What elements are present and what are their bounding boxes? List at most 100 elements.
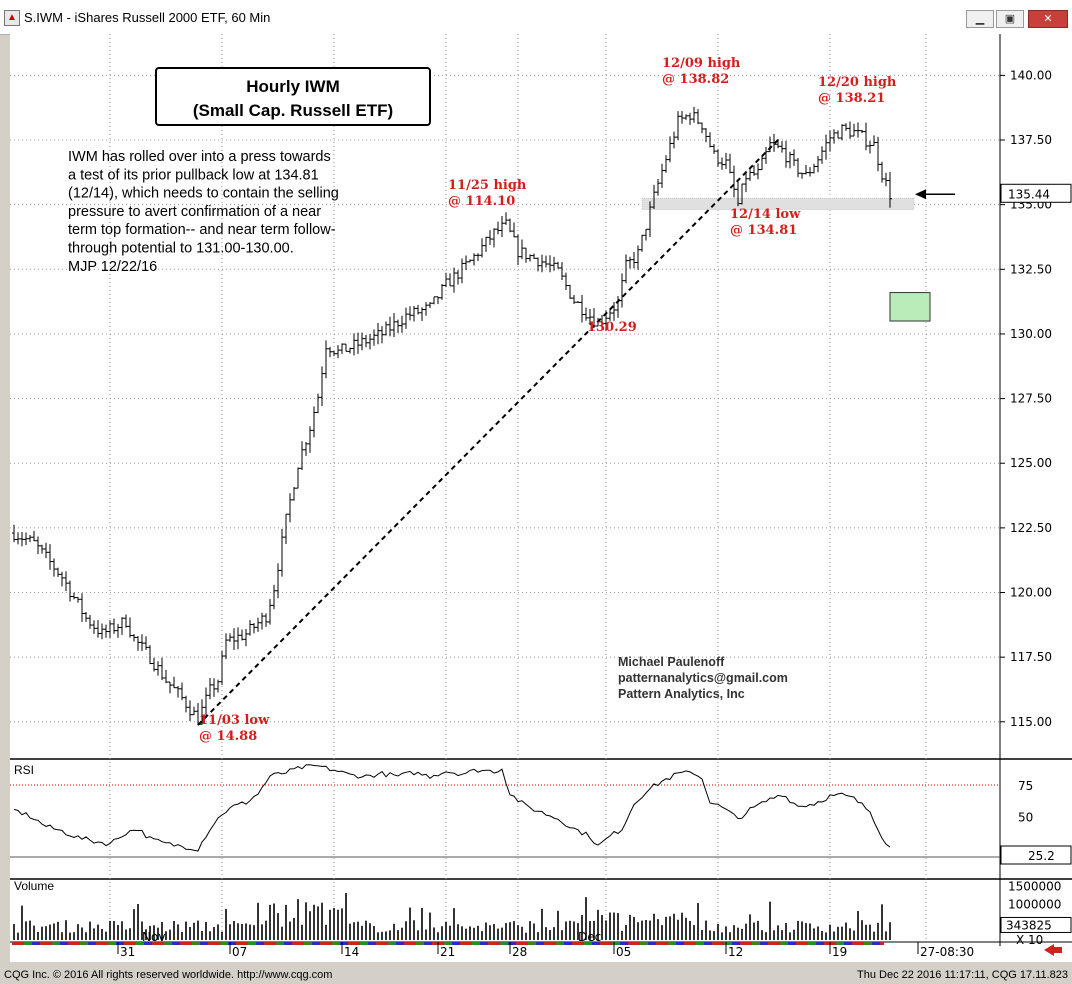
session-strip: [568, 942, 572, 945]
price-tick-label: 115.00: [1010, 715, 1052, 729]
session-strip: [516, 942, 520, 945]
session-strip: [236, 942, 240, 945]
session-strip: [60, 942, 64, 945]
time-tick-label: 31: [120, 945, 135, 959]
title-box-line1: Hourly IWM: [246, 77, 340, 96]
session-strip: [560, 942, 564, 945]
commentary-line: MJP 12/22/16: [68, 259, 157, 275]
session-strip: [628, 942, 632, 945]
close-button[interactable]: ✕: [1028, 10, 1068, 28]
session-strip: [488, 942, 492, 945]
minimize-button[interactable]: ▁: [966, 10, 994, 28]
session-strip: [880, 942, 884, 945]
session-strip: [808, 942, 812, 945]
session-strip: [368, 942, 372, 945]
rsi-tick-label: 75: [1018, 779, 1033, 793]
session-strip: [464, 942, 468, 945]
price-tick-label: 130.00: [1010, 327, 1052, 341]
month-label: Dec: [578, 930, 601, 944]
session-strip: [656, 942, 660, 945]
session-strip: [300, 942, 304, 945]
session-strip: [220, 942, 224, 945]
session-strip: [640, 942, 644, 945]
session-strip: [376, 942, 380, 945]
rsi-last-box: [1000, 845, 1072, 865]
cqg-chart-icon: ▲: [4, 10, 20, 26]
session-strip: [404, 942, 408, 945]
session-strip: [56, 942, 60, 945]
time-tick-label: 19: [832, 945, 847, 959]
session-strip: [136, 942, 140, 945]
session-strip: [868, 942, 872, 945]
session-strip: [188, 942, 192, 945]
session-strip: [644, 942, 648, 945]
scroll-left-icon[interactable]: [1044, 944, 1062, 956]
session-strip: [548, 942, 552, 945]
time-tick-label: 28: [512, 945, 527, 959]
session-strip: [796, 942, 800, 945]
session-strip: [148, 942, 152, 945]
session-strip: [152, 942, 156, 945]
session-strip: [744, 942, 748, 945]
volume-last-label: 343825: [1006, 918, 1052, 932]
session-strip: [704, 942, 708, 945]
session-strip: [820, 942, 824, 945]
session-strip: [812, 942, 816, 945]
session-strip: [240, 942, 244, 945]
restore-button[interactable]: ▣: [996, 10, 1024, 28]
session-strip: [296, 942, 300, 945]
session-strip: [604, 942, 608, 945]
session-strip: [416, 942, 420, 945]
session-strip: [316, 942, 320, 945]
session-strip: [844, 942, 848, 945]
session-strip: [112, 942, 116, 945]
chart-area[interactable]: 140.00 137.50 135.00 132.50 130.00 127.50 125.…: [10, 34, 1072, 962]
annotation-label: @ 114.10: [448, 194, 515, 209]
session-strip: [232, 942, 236, 945]
session-strip: [380, 942, 384, 945]
price-tick-label: 122.50: [1010, 521, 1052, 535]
session-strip: [176, 942, 180, 945]
commentary-line: term top formation-- and near term follo…: [68, 222, 336, 238]
session-strip: [564, 942, 568, 945]
volume-tick-label: 1000000: [1008, 898, 1061, 912]
session-strip: [424, 942, 428, 945]
session-strip: [624, 942, 628, 945]
session-strip: [784, 942, 788, 945]
session-strip: [320, 942, 324, 945]
session-strip: [848, 942, 852, 945]
session-strip: [872, 942, 876, 945]
session-strip: [728, 942, 732, 945]
time-tick-label: 07: [232, 945, 247, 959]
session-strip: [12, 942, 16, 945]
time-tick-label: 12: [728, 945, 743, 959]
annotation-label: @ 14.88: [199, 729, 257, 744]
session-strip: [332, 942, 336, 945]
session-strip: [852, 942, 856, 945]
session-strip: [444, 942, 448, 945]
session-strip: [372, 942, 376, 945]
title-box: [155, 67, 431, 126]
support-zone: [641, 197, 915, 210]
session-strip: [280, 942, 284, 945]
time-tick-label: 21: [440, 945, 455, 959]
session-strip: [496, 942, 500, 945]
session-strip: [476, 942, 480, 945]
title-bar[interactable]: ▲ S.IWM - iShares Russell 2000 ETF, 60 M…: [0, 0, 1072, 35]
session-strip: [668, 942, 672, 945]
session-strip: [756, 942, 760, 945]
session-strip: [800, 942, 804, 945]
annotation-label: 12/14 low: [730, 207, 801, 222]
session-strip: [48, 942, 52, 945]
price-tick-label: 125.00: [1010, 456, 1052, 470]
session-strip: [88, 942, 92, 945]
session-strip: [184, 942, 188, 945]
session-strip: [600, 942, 604, 945]
session-strip: [44, 942, 48, 945]
session-strip: [52, 942, 56, 945]
volume-label: Volume: [14, 879, 54, 893]
session-strip: [492, 942, 496, 945]
session-strip: [524, 942, 528, 945]
session-strip: [832, 942, 836, 945]
